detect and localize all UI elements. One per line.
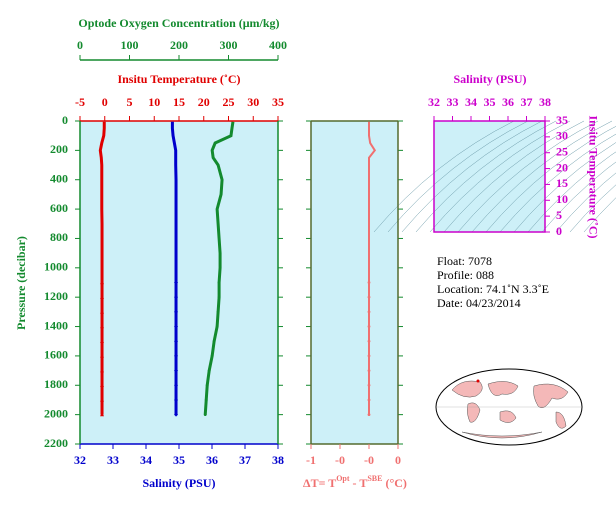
x-tick-label: 10	[148, 95, 160, 109]
contour	[471, 120, 613, 233]
contour	[401, 120, 543, 233]
profile-panel	[80, 121, 278, 444]
info-profile: Profile: 088	[437, 268, 494, 282]
contour	[583, 197, 616, 233]
info-location: Location: 74.1˚N 3.3˚E	[437, 282, 549, 296]
info-float: Float: 7078	[437, 254, 492, 268]
x-tick-label: 5	[127, 95, 133, 109]
x-tick-label: 30	[247, 95, 259, 109]
info-date: Date: 04/23/2014	[437, 296, 521, 310]
y-tick-label: 35	[556, 113, 568, 127]
contour	[499, 133, 616, 233]
x-tick-label: 100	[121, 38, 139, 52]
x-axis-title: Insitu Temperature (˚C)	[117, 72, 240, 86]
y-tick-label: 0	[556, 224, 562, 238]
x-axis-title-part: SBE	[367, 474, 382, 483]
x-axis-title: Salinity (PSU)	[142, 476, 215, 490]
y-tick-label: 200	[50, 142, 68, 156]
ts-panel	[434, 121, 545, 232]
y-tick-label: 1600	[44, 348, 68, 362]
profile-line	[368, 121, 377, 415]
y-tick-label: 10	[556, 192, 568, 206]
delta-panel	[311, 121, 398, 444]
x-axis-title-part: ΔT= T	[303, 476, 336, 490]
x-tick-label: 38	[272, 453, 284, 467]
contour	[555, 172, 616, 233]
y-tick-label: 25	[556, 144, 568, 158]
x-tick-label: 38	[539, 95, 551, 109]
contour	[569, 184, 616, 233]
x-axis-title: ΔT= TOpt - TSBE (°C)	[303, 474, 407, 489]
x-axis-title-part: (°C)	[382, 476, 406, 490]
contour	[415, 120, 557, 233]
x-tick-label: 0	[102, 95, 108, 109]
contour	[485, 125, 616, 233]
profile-line	[170, 121, 178, 415]
contour	[387, 120, 529, 233]
map	[435, 368, 583, 446]
x-tick-label: 35	[173, 453, 185, 467]
x-tick-label: 32	[74, 453, 86, 467]
y-tick-label: 20	[556, 160, 568, 174]
x-tick-label: 20	[198, 95, 210, 109]
y-axis-title: Insitu Temperature (˚C)	[586, 115, 600, 238]
y-tick-label: 1400	[44, 318, 68, 332]
x-axis-title-part: Opt	[336, 474, 350, 483]
y-tick-label: 600	[50, 201, 68, 215]
x-tick-label: 34	[140, 453, 152, 467]
x-tick-label: 37	[239, 453, 251, 467]
y-tick-label: 2000	[44, 406, 68, 420]
x-tick-label: 35	[484, 95, 496, 109]
y-tick-label: 30	[556, 129, 568, 143]
contour	[541, 161, 616, 233]
x-tick-label: -5	[75, 95, 85, 109]
y-tick-label: 1800	[44, 377, 68, 391]
contour	[373, 120, 515, 233]
x-tick-label: 0	[77, 38, 83, 52]
x-tick-label: 35	[272, 95, 284, 109]
x-tick-label: 300	[220, 38, 238, 52]
profile-line	[203, 121, 235, 415]
x-tick-label: 37	[521, 95, 533, 109]
x-tick-label: 33	[447, 95, 459, 109]
y-tick-label: 1000	[44, 260, 68, 274]
y-tick-label: 5	[556, 208, 562, 222]
x-tick-label: 15	[173, 95, 185, 109]
contour	[429, 120, 571, 233]
y-axis-title: Pressure (decibar)	[14, 236, 28, 330]
x-tick-label: 200	[170, 38, 188, 52]
contour	[443, 120, 585, 233]
x-tick-label: 0	[395, 453, 401, 467]
y-tick-label: 800	[50, 230, 68, 244]
x-tick-label: 34	[465, 95, 477, 109]
x-tick-label: 33	[107, 453, 119, 467]
y-tick-label: 1200	[44, 289, 68, 303]
x-axis-title: Salinity (PSU)	[453, 72, 526, 86]
x-tick-label: 25	[223, 95, 235, 109]
contour	[527, 151, 616, 233]
x-tick-label: 400	[269, 38, 287, 52]
contour	[457, 120, 599, 233]
x-tick-label: 36	[206, 453, 218, 467]
y-tick-label: 15	[556, 176, 568, 190]
y-tick-label: 2200	[44, 436, 68, 450]
y-tick-label: 400	[50, 171, 68, 185]
x-tick-label: -0	[364, 453, 374, 467]
x-tick-label: 32	[428, 95, 440, 109]
x-axis-title: Optode Oxygen Concentration (μm/kg)	[78, 16, 279, 30]
contour	[513, 142, 616, 233]
x-tick-label: -0	[335, 453, 345, 467]
profile-line	[98, 121, 106, 415]
x-axis-title-part: - T	[350, 476, 368, 490]
x-tick-label: -1	[306, 453, 316, 467]
x-tick-label: 36	[502, 95, 514, 109]
y-tick-label: 0	[62, 113, 68, 127]
density-contours	[373, 120, 616, 233]
